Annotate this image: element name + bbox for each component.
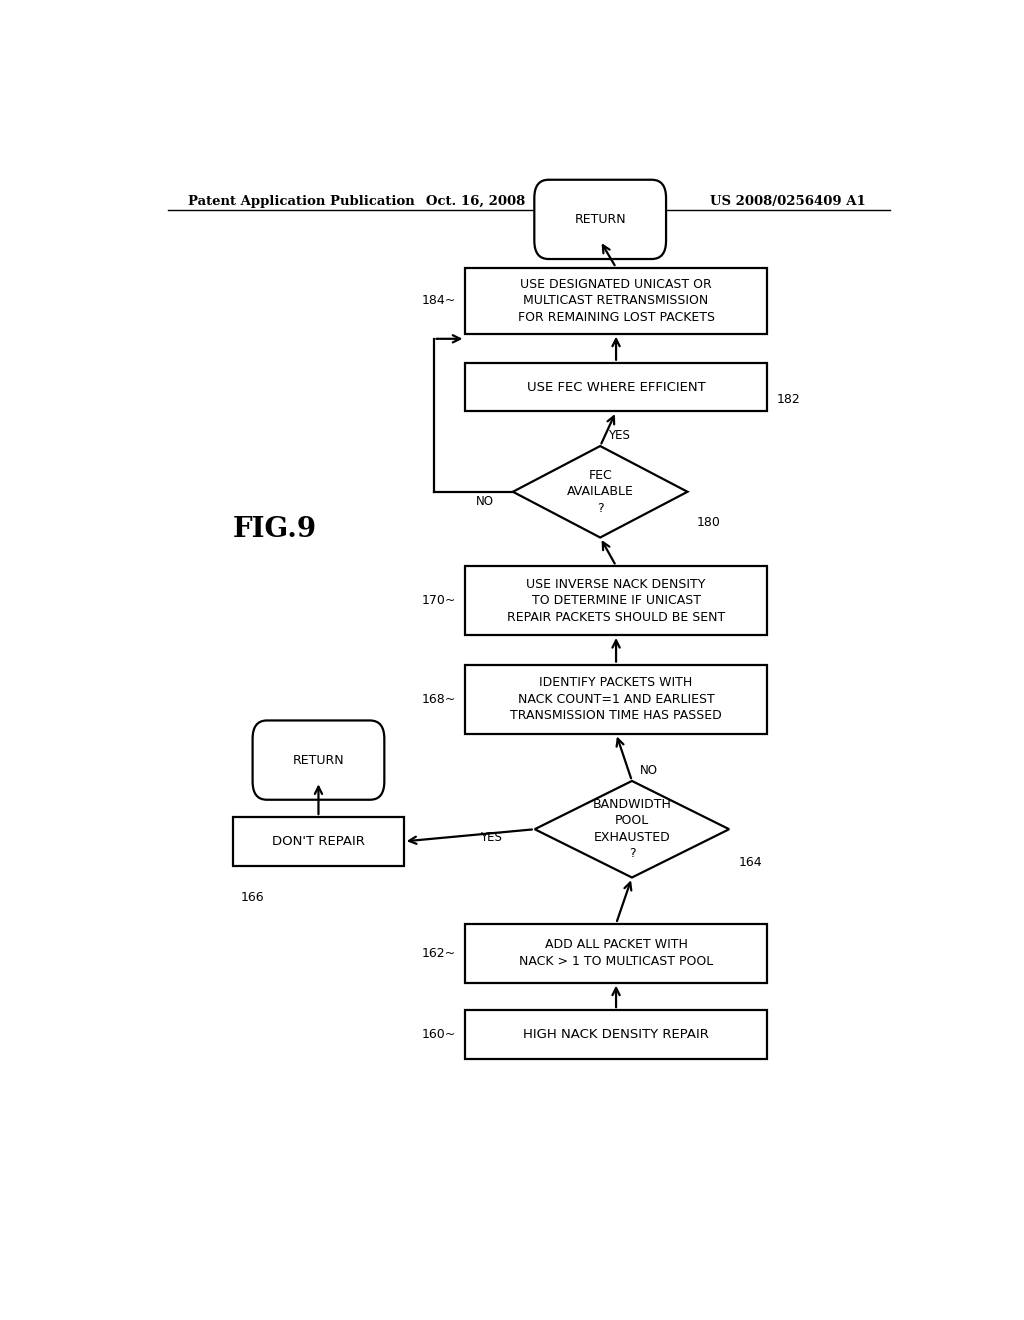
Text: US 2008/0256409 A1: US 2008/0256409 A1 (711, 194, 866, 207)
Text: USE FEC WHERE EFFICIENT: USE FEC WHERE EFFICIENT (526, 380, 706, 393)
Text: 184~: 184~ (422, 294, 456, 308)
Text: 162~: 162~ (422, 946, 456, 960)
Text: 182: 182 (776, 393, 800, 407)
FancyBboxPatch shape (465, 566, 767, 635)
FancyBboxPatch shape (233, 817, 403, 866)
Text: HIGH NACK DENSITY REPAIR: HIGH NACK DENSITY REPAIR (523, 1028, 709, 1041)
Text: ADD ALL PACKET WITH
NACK > 1 TO MULTICAST POOL: ADD ALL PACKET WITH NACK > 1 TO MULTICAS… (519, 939, 713, 968)
Text: 164: 164 (738, 857, 762, 870)
FancyBboxPatch shape (465, 1010, 767, 1059)
Text: IDENTIFY PACKETS WITH
NACK COUNT=1 AND EARLIEST
TRANSMISSION TIME HAS PASSED: IDENTIFY PACKETS WITH NACK COUNT=1 AND E… (510, 676, 722, 722)
Text: FIG.9: FIG.9 (232, 516, 316, 543)
Polygon shape (535, 781, 729, 878)
Text: NO: NO (476, 495, 495, 508)
Text: FEC
AVAILABLE
?: FEC AVAILABLE ? (566, 469, 634, 515)
Text: Patent Application Publication: Patent Application Publication (187, 194, 415, 207)
FancyBboxPatch shape (535, 180, 666, 259)
Polygon shape (513, 446, 687, 537)
Text: YES: YES (480, 830, 502, 843)
Text: Oct. 16, 2008  Sheet 8 of 8: Oct. 16, 2008 Sheet 8 of 8 (426, 194, 624, 207)
Text: 168~: 168~ (422, 693, 456, 706)
FancyBboxPatch shape (465, 664, 767, 734)
Text: USE DESIGNATED UNICAST OR
MULTICAST RETRANSMISSION
FOR REMAINING LOST PACKETS: USE DESIGNATED UNICAST OR MULTICAST RETR… (517, 277, 715, 323)
Text: 166: 166 (241, 891, 265, 904)
Text: NO: NO (640, 764, 657, 777)
Text: DON'T REPAIR: DON'T REPAIR (272, 836, 365, 847)
FancyBboxPatch shape (465, 268, 767, 334)
Text: YES: YES (608, 429, 630, 442)
Text: BANDWIDTH
POOL
EXHAUSTED
?: BANDWIDTH POOL EXHAUSTED ? (593, 799, 672, 861)
Text: 160~: 160~ (422, 1028, 456, 1041)
Text: RETURN: RETURN (574, 213, 626, 226)
FancyBboxPatch shape (253, 721, 384, 800)
Text: 170~: 170~ (422, 594, 456, 607)
Text: 180: 180 (697, 516, 721, 529)
FancyBboxPatch shape (465, 363, 767, 412)
FancyBboxPatch shape (465, 924, 767, 982)
Text: USE INVERSE NACK DENSITY
TO DETERMINE IF UNICAST
REPAIR PACKETS SHOULD BE SENT: USE INVERSE NACK DENSITY TO DETERMINE IF… (507, 578, 725, 623)
Text: RETURN: RETURN (293, 754, 344, 767)
